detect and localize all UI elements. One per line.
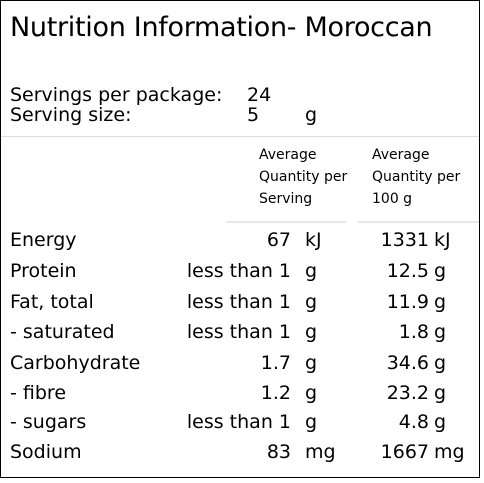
per-100g-value: 23.2 bbox=[386, 382, 429, 404]
per-100g-unit: g bbox=[434, 321, 447, 343]
per-serving-value: 1.7 bbox=[260, 352, 291, 374]
per-100g-unit: g bbox=[434, 352, 447, 374]
divider-header-100g bbox=[358, 221, 479, 223]
serving-size-value: 5 bbox=[247, 104, 260, 126]
column-header-per-serving: Average Quantity per Serving bbox=[259, 144, 347, 210]
per-100g-value: 4.8 bbox=[398, 411, 429, 433]
table-row-energy: Energy 67 kJ 1331 kJ bbox=[1, 229, 479, 259]
column-header-per-serving-line-1: Average bbox=[259, 147, 317, 163]
nutrient-name: - fibre bbox=[10, 382, 67, 404]
per-serving-value: less than 1 bbox=[186, 291, 291, 313]
serving-size-unit: g bbox=[305, 104, 318, 126]
per-100g-unit: g bbox=[434, 291, 447, 313]
nutrient-name: Energy bbox=[10, 229, 77, 251]
table-row-sodium: Sodium 83 mg 1667 mg bbox=[1, 441, 479, 471]
per-100g-value: 34.6 bbox=[386, 352, 429, 374]
per-100g-unit: mg bbox=[434, 441, 465, 463]
table-row-carbohydrate: Carbohydrate 1.7 g 34.6 g bbox=[1, 352, 479, 382]
column-header-per-100g: Average Quantity per 100 g bbox=[372, 144, 460, 210]
column-header-per-serving-line-3: Serving bbox=[259, 191, 313, 207]
per-serving-unit: g bbox=[305, 352, 318, 374]
per-serving-value: 1.2 bbox=[260, 382, 291, 404]
panel-title: Nutrition Information- Moroccan bbox=[10, 12, 433, 43]
column-header-per-serving-line-2: Quantity per bbox=[259, 169, 348, 185]
per-100g-value: 1667 bbox=[380, 441, 429, 463]
nutrient-name: - saturated bbox=[10, 321, 115, 343]
nutrient-name: Fat, total bbox=[10, 291, 94, 313]
nutrient-name: Protein bbox=[10, 260, 77, 282]
per-serving-unit: g bbox=[305, 411, 318, 433]
divider-header-serving bbox=[226, 221, 346, 223]
per-100g-unit: kJ bbox=[434, 229, 451, 251]
table-row-protein: Protein less than 1 g 12.5 g bbox=[1, 260, 479, 290]
divider-top bbox=[1, 136, 479, 137]
per-100g-value: 1.8 bbox=[398, 321, 429, 343]
table-row-fibre: - fibre 1.2 g 23.2 g bbox=[1, 382, 479, 412]
per-serving-unit: mg bbox=[305, 441, 336, 463]
per-serving-value: 83 bbox=[266, 441, 291, 463]
per-serving-value: less than 1 bbox=[186, 321, 291, 343]
nutrient-name: Carbohydrate bbox=[10, 352, 141, 374]
column-header-per-100g-line-2: Quantity per bbox=[372, 169, 461, 185]
per-serving-unit: kJ bbox=[305, 229, 322, 251]
per-serving-unit: g bbox=[305, 260, 318, 282]
per-serving-unit: g bbox=[305, 291, 318, 313]
column-header-per-100g-line-3: 100 g bbox=[372, 191, 413, 207]
nutrient-name: - sugars bbox=[10, 411, 87, 433]
per-100g-value: 1331 bbox=[380, 229, 429, 251]
table-row-sugars: - sugars less than 1 g 4.8 g bbox=[1, 411, 479, 441]
per-serving-unit: g bbox=[305, 382, 318, 404]
per-serving-unit: g bbox=[305, 321, 318, 343]
per-100g-unit: g bbox=[434, 382, 447, 404]
servings-per-package-value: 24 bbox=[247, 84, 272, 106]
per-100g-unit: g bbox=[434, 260, 447, 282]
nutrient-name: Sodium bbox=[10, 441, 82, 463]
table-row-fat-total: Fat, total less than 1 g 11.9 g bbox=[1, 291, 479, 321]
per-serving-value: less than 1 bbox=[186, 260, 291, 282]
servings-per-package-label: Servings per package: bbox=[10, 84, 223, 106]
serving-size-label: Serving size: bbox=[10, 104, 132, 126]
per-serving-value: 67 bbox=[266, 229, 291, 251]
per-100g-value: 12.5 bbox=[386, 260, 429, 282]
column-header-per-100g-line-1: Average bbox=[372, 147, 430, 163]
per-100g-value: 11.9 bbox=[386, 291, 429, 313]
per-serving-value: less than 1 bbox=[186, 411, 291, 433]
table-row-saturated: - saturated less than 1 g 1.8 g bbox=[1, 321, 479, 351]
per-100g-unit: g bbox=[434, 411, 447, 433]
